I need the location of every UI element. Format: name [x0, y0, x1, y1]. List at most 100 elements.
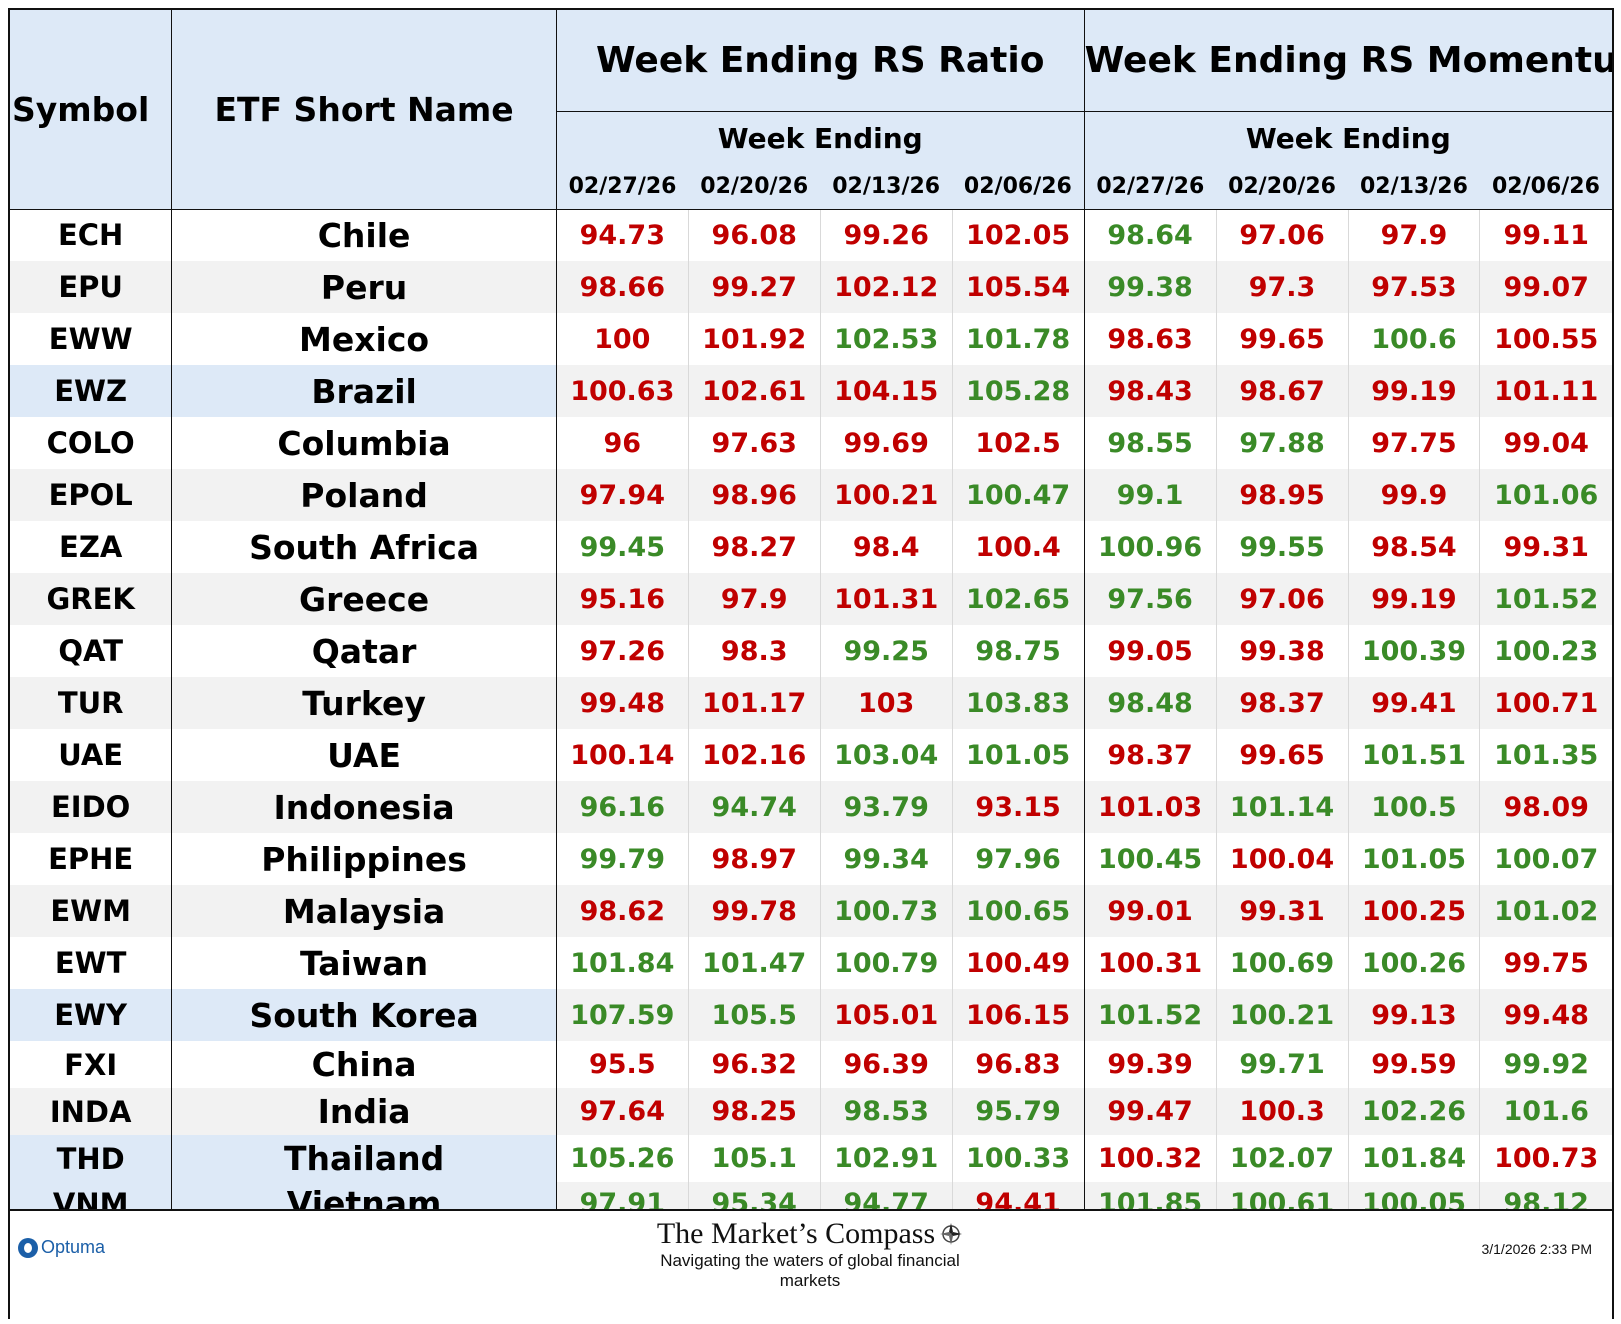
rs-ratio-cell: 102.91 — [819, 1135, 953, 1182]
table-row[interactable]: EWM Malaysia 98.62 99.78 100.73 100.65 99.01 99… — [10, 885, 1612, 937]
ratio-date-header[interactable]: 02/20/26 — [688, 165, 821, 210]
symbol-cell: EIDO — [10, 781, 173, 833]
rs-momentum-cell: 99.38 — [1215, 625, 1348, 677]
table-frame: Symbol ETF Short Name Week Ending RS Rat… — [8, 8, 1614, 1319]
table-row[interactable]: QAT Qatar 97.26 98.3 99.25 98.75 99.05 99.38 100… — [10, 625, 1612, 677]
rs-momentum-cell: 97.75 — [1347, 417, 1480, 469]
table-row[interactable]: TUR Turkey 99.48 101.17 103 103.83 98.48 98.37 9… — [10, 677, 1612, 729]
table-row[interactable]: EPU Peru 98.66 99.27 102.12 105.54 99.38 97.3 97… — [10, 261, 1612, 313]
momentum-date-header[interactable]: 02/27/26 — [1084, 165, 1217, 210]
rs-momentum-cell: 100.25 — [1347, 885, 1480, 937]
etf-name-cell: India — [171, 1088, 557, 1135]
momentum-date-header[interactable]: 02/06/26 — [1479, 165, 1612, 210]
momentum-date-header[interactable]: 02/20/26 — [1216, 165, 1348, 210]
symbol-cell: EPU — [10, 261, 173, 313]
rs-ratio-cell: 98.62 — [555, 885, 689, 937]
table-row[interactable]: INDA India 97.64 98.25 98.53 95.79 99.47 100.3 1… — [10, 1088, 1612, 1135]
rs-ratio-cell: 96.83 — [951, 1041, 1085, 1088]
rs-momentum-cell: 99.41 — [1347, 677, 1480, 729]
table-row[interactable]: EZA South Africa 99.45 98.27 98.4 100.4 100.96… — [10, 521, 1612, 573]
rs-ratio-cell: 99.27 — [687, 261, 821, 313]
rs-momentum-cell: 99.13 — [1347, 989, 1480, 1041]
etf-name-header[interactable]: ETF Short Name — [171, 10, 557, 210]
rs-ratio-cell: 102.61 — [687, 365, 821, 417]
etf-name-cell: Malaysia — [171, 885, 557, 937]
rs-momentum-cell: 98.55 — [1083, 417, 1217, 469]
rs-momentum-cell: 101.84 — [1347, 1135, 1480, 1182]
table-row[interactable]: THD Thailand 105.26 105.1 102.91 100.33 100.32… — [10, 1135, 1612, 1182]
table-row[interactable]: FXI China 95.5 96.32 96.39 96.83 99.39 99.71 99.… — [10, 1041, 1612, 1088]
table-row[interactable]: EPOL Poland 97.94 98.96 100.21 100.47 99.1 98.9… — [10, 469, 1612, 521]
rs-ratio-cell: 99.69 — [819, 417, 953, 469]
rs-momentum-cell: 101.02 — [1479, 885, 1612, 937]
rs-ratio-cell: 99.26 — [819, 209, 953, 261]
rs-momentum-cell: 100.5 — [1347, 781, 1480, 833]
rs-momentum-cell: 99.9 — [1347, 469, 1480, 521]
rs-momentum-cell: 100.6 — [1347, 313, 1480, 365]
rs-ratio-cell: 100.65 — [951, 885, 1085, 937]
ratio-date-header[interactable]: 02/06/26 — [952, 165, 1085, 210]
table-row[interactable]: EPHE Philippines 99.79 98.97 99.34 97.96 100.4… — [10, 833, 1612, 885]
rs-momentum-cell: 97.3 — [1215, 261, 1348, 313]
rs-momentum-cell: 97.06 — [1215, 573, 1348, 625]
table-row[interactable]: COLO Columbia 96 97.63 99.69 102.5 98.55 97.88 9… — [10, 417, 1612, 469]
rs-momentum-cell: 99.47 — [1083, 1088, 1217, 1135]
rs-momentum-cell: 101.06 — [1479, 469, 1612, 521]
rs-momentum-cell: 100.07 — [1479, 833, 1612, 885]
symbol-cell: INDA — [10, 1088, 173, 1135]
ratio-date-header[interactable]: 02/27/26 — [556, 165, 689, 210]
rs-momentum-cell: 99.65 — [1215, 313, 1348, 365]
rs-momentum-cell: 101.51 — [1347, 729, 1480, 781]
symbol-header[interactable]: Symbol — [10, 10, 173, 210]
compass-icon — [940, 1223, 963, 1245]
rs-ratio-cell: 99.48 — [555, 677, 689, 729]
rs-momentum-cell: 100.73 — [1479, 1135, 1612, 1182]
rs-momentum-cell: 99.65 — [1215, 729, 1348, 781]
rs-ratio-cell: 105.01 — [819, 989, 953, 1041]
rs-momentum-cell: 100.31 — [1083, 937, 1217, 989]
rs-momentum-cell: 100.69 — [1215, 937, 1348, 989]
momentum-week-ending-label: Week Ending — [1084, 111, 1612, 165]
etf-name-cell: Poland — [171, 469, 557, 521]
table-row[interactable]: EWY South Korea 107.59 105.5 105.01 106.15 101… — [10, 989, 1612, 1041]
rs-momentum-cell: 100.55 — [1479, 313, 1612, 365]
rs-ratio-cell: 99.78 — [687, 885, 821, 937]
etf-name-cell: Columbia — [171, 417, 557, 469]
symbol-cell: GREK — [10, 573, 173, 625]
symbol-cell: TUR — [10, 677, 173, 729]
momentum-date-header[interactable]: 02/13/26 — [1348, 165, 1480, 210]
table-row[interactable]: ECH Chile 94.73 96.08 99.26 102.05 98.64 97.06 9… — [10, 209, 1612, 261]
table-row[interactable]: EIDO Indonesia 96.16 94.74 93.79 93.15 101.03 1… — [10, 781, 1612, 833]
rs-momentum-cell: 99.48 — [1479, 989, 1612, 1041]
rs-ratio-cell: 102.05 — [951, 209, 1085, 261]
rs-momentum-cell: 97.06 — [1215, 209, 1348, 261]
etf-name-cell: Indonesia — [171, 781, 557, 833]
symbol-cell: EPHE — [10, 833, 173, 885]
rs-momentum-cell: 100.96 — [1083, 521, 1217, 573]
rs-ratio-cell: 100.79 — [819, 937, 953, 989]
rs-momentum-cell: 99.07 — [1479, 261, 1612, 313]
rs-momentum-cell: 98.67 — [1215, 365, 1348, 417]
rs-ratio-cell: 98.96 — [687, 469, 821, 521]
rs-ratio-cell: 103 — [819, 677, 953, 729]
table-row[interactable]: EWW Mexico 100 101.92 102.53 101.78 98.63 99.65… — [10, 313, 1612, 365]
rs-ratio-cell: 95.16 — [555, 573, 689, 625]
brand-title: The Market’s Compass — [656, 1217, 936, 1250]
rs-ratio-cell: 107.59 — [555, 989, 689, 1041]
rs-ratio-cell: 96 — [555, 417, 689, 469]
rs-momentum-cell: 99.19 — [1347, 573, 1480, 625]
table-row[interactable]: EWT Taiwan 101.84 101.47 100.79 100.49 100.31 1… — [10, 937, 1612, 989]
ratio-date-header[interactable]: 02/13/26 — [820, 165, 953, 210]
table-row[interactable]: GREK Greece 95.16 97.9 101.31 102.65 97.56 97.0… — [10, 573, 1612, 625]
rs-momentum-cell: 99.39 — [1083, 1041, 1217, 1088]
rs-ratio-cell: 102.53 — [819, 313, 953, 365]
table-row[interactable]: EWZ Brazil 100.63 102.61 104.15 105.28 98.43 98… — [10, 365, 1612, 417]
rs-momentum-cell: 98.63 — [1083, 313, 1217, 365]
rs-momentum-cell: 100.21 — [1215, 989, 1348, 1041]
table-row[interactable]: UAE UAE 100.14 102.16 103.04 101.05 98.37 99.65… — [10, 729, 1612, 781]
rs-ratio-cell: 99.25 — [819, 625, 953, 677]
rs-momentum-cell: 99.11 — [1479, 209, 1612, 261]
symbol-cell: ECH — [10, 209, 173, 261]
rs-ratio-cell: 103.04 — [819, 729, 953, 781]
rs-momentum-cell: 100.26 — [1347, 937, 1480, 989]
